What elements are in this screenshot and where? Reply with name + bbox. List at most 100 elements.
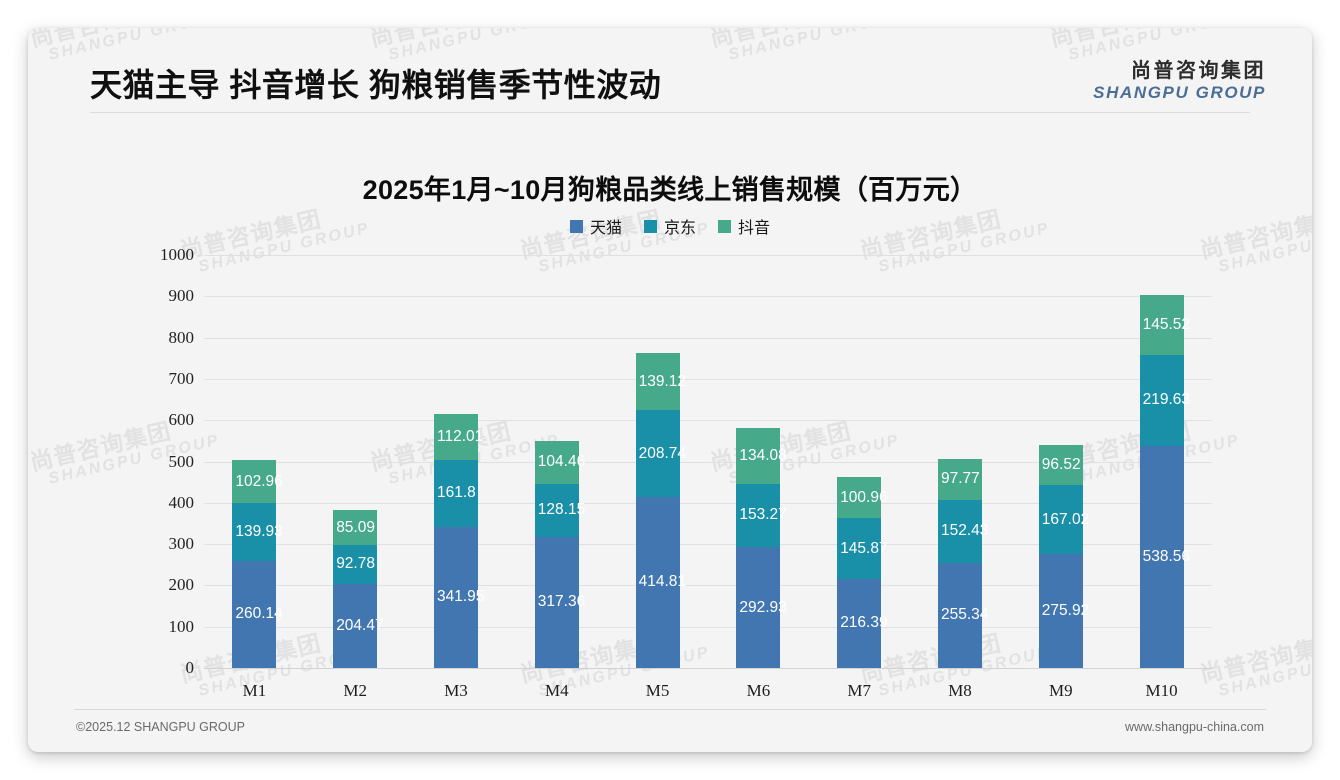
y-axis-tick-label: 800: [168, 327, 195, 347]
bar-value-label: 538.56: [1142, 547, 1191, 565]
legend-swatch-icon: [569, 219, 583, 233]
bar-segment-京东[interactable]: 167.02: [1038, 485, 1089, 555]
x-axis-tick-label: M10: [1145, 681, 1178, 700]
legend-item-天猫[interactable]: 天猫: [569, 214, 622, 238]
bar-segment-天猫[interactable]: 341.95: [434, 526, 484, 668]
bar-segment-京东[interactable]: 219.63: [1139, 354, 1190, 446]
bar-segment-抖音[interactable]: 100.96: [837, 476, 888, 519]
gridline: [204, 378, 1212, 380]
bar-value-label: 152.43: [941, 522, 989, 540]
bar-group[interactable]: 292.93 153.27 134.08 M6: [736, 428, 787, 700]
x-axis-tick-label: M4: [544, 681, 569, 700]
bar-segment-抖音[interactable]: 112.01: [434, 413, 483, 460]
bar-segment-抖音[interactable]: 85.09: [333, 510, 378, 546]
bar-value-label: 100.96: [840, 488, 888, 506]
bar-group[interactable]: 216.39 145.87 100.96 M7: [837, 476, 888, 700]
bar-segment-京东[interactable]: 153.27: [736, 483, 787, 548]
x-axis-tick-label: M3: [444, 681, 468, 700]
bar-group[interactable]: 260.14 139.93 102.96 M1: [232, 460, 283, 700]
gridline: [204, 461, 1212, 463]
bar-group[interactable]: 317.36 128.15 104.46 M4: [534, 440, 585, 700]
bar-segment-京东[interactable]: 145.87: [837, 518, 888, 579]
bar-group[interactable]: 414.81 208.74 139.12 M5: [635, 353, 686, 700]
gridline: [204, 296, 1212, 298]
bar-segment-抖音[interactable]: 134.08: [736, 428, 787, 484]
footer-divider: [74, 709, 1266, 710]
bar-value-label: 208.74: [638, 444, 687, 462]
bar-segment-天猫[interactable]: 292.93: [736, 547, 787, 668]
bar-value-label: 167.02: [1041, 510, 1090, 528]
x-axis-tick-label: M9: [1048, 681, 1073, 700]
bar-value-label: 260.14: [235, 605, 283, 623]
legend-item-抖音[interactable]: 抖音: [718, 214, 770, 238]
bar-segment-京东[interactable]: 208.74: [635, 410, 686, 497]
bar-value-label: 139.12: [638, 372, 687, 390]
bar-value-label: 102.96: [235, 472, 283, 490]
y-axis-tick-label: 200: [168, 575, 195, 595]
bar-segment-京东[interactable]: 161.8: [434, 459, 478, 527]
legend-label: 天猫: [589, 220, 622, 237]
y-axis-tick-label: 600: [168, 410, 195, 430]
bar-value-label: 414.81: [638, 573, 687, 591]
header-divider: [90, 112, 1250, 113]
legend-label: 抖音: [738, 220, 771, 237]
bar-value-label: 161.8: [437, 484, 476, 502]
bar-group[interactable]: 275.92 167.02 96.52 M9: [1038, 445, 1089, 700]
bar-value-label: 92.78: [336, 555, 375, 573]
bar-value-label: 216.39: [840, 614, 888, 632]
bar-value-label: 341.95: [437, 588, 485, 606]
bar-value-label: 255.34: [941, 606, 989, 624]
bar-segment-抖音[interactable]: 104.46: [534, 440, 585, 485]
x-axis-tick-label: M7: [847, 681, 871, 700]
bar-value-label: 85.09: [336, 518, 375, 536]
y-axis-tick-label: 0: [185, 658, 195, 677]
chart-legend: 天猫 京东 抖音: [28, 214, 1312, 238]
bar-segment-天猫[interactable]: 275.92: [1038, 554, 1089, 668]
gridline: [204, 502, 1212, 504]
bar-segment-天猫[interactable]: 216.39: [837, 578, 888, 668]
bar-group[interactable]: 341.95 161.8 112.01 M3: [434, 413, 484, 700]
bar-value-label: 139.93: [235, 522, 283, 540]
legend-swatch-icon: [643, 219, 657, 233]
bar-value-label: 153.27: [739, 506, 787, 524]
gridline: [204, 337, 1212, 339]
bar-segment-抖音[interactable]: 139.12: [635, 353, 686, 411]
bar-segment-抖音[interactable]: 97.77: [938, 459, 982, 500]
bar-segment-天猫[interactable]: 255.34: [938, 562, 988, 668]
footer-copyright: ©2025.12 SHANGPU GROUP: [76, 720, 245, 734]
bar-group[interactable]: 204.47 92.78 85.09 M2: [333, 510, 384, 700]
bar-segment-抖音[interactable]: 96.52: [1038, 445, 1083, 486]
x-axis-tick-label: M6: [746, 681, 771, 700]
gridline: [204, 668, 1212, 669]
y-axis-tick-label: 700: [168, 368, 195, 388]
bar-value-label: 97.77: [941, 470, 980, 488]
legend-swatch-icon: [718, 219, 731, 233]
bar-segment-抖音[interactable]: 145.52: [1139, 294, 1190, 355]
bar-segment-天猫[interactable]: 204.47: [333, 583, 384, 668]
bar-segment-京东[interactable]: 139.93: [232, 502, 283, 561]
bar-segment-抖音[interactable]: 102.96: [232, 460, 283, 503]
bar-group[interactable]: 538.56 219.63 145.52 M10: [1139, 294, 1190, 700]
bar-segment-京东[interactable]: 128.15: [534, 484, 585, 537]
bar-segment-天猫[interactable]: 538.56: [1139, 445, 1190, 668]
bar-segment-天猫[interactable]: 414.81: [635, 496, 686, 668]
bar-segment-天猫[interactable]: 317.36: [534, 536, 585, 668]
x-axis-tick-label: M5: [645, 681, 670, 700]
bar-value-label: 128.15: [537, 501, 586, 519]
y-axis-tick-label: 500: [168, 451, 195, 471]
bar-segment-天猫[interactable]: 260.14: [232, 560, 283, 668]
gridline: [204, 626, 1212, 628]
x-axis-tick-label: M8: [948, 681, 972, 700]
legend-item-京东[interactable]: 京东: [643, 214, 696, 238]
chart-title: 2025年1月~10月狗粮品类线上销售规模（百万元）: [362, 175, 978, 205]
bar-segment-京东[interactable]: 152.43: [938, 499, 988, 563]
bar-segment-京东[interactable]: 92.78: [333, 545, 378, 584]
bar-value-label: 275.92: [1041, 602, 1090, 620]
bar-group[interactable]: 255.34 152.43 97.77 M8: [938, 459, 988, 700]
slide-header: 天猫主导 抖音增长 狗粮销售季节性波动 尚普咨询集团 SHANGPU GROUP: [28, 28, 1312, 112]
logo-chinese-text: 尚普咨询集团: [1131, 60, 1266, 82]
bar-value-label: 134.08: [739, 447, 787, 465]
logo-english-text: SHANGPU GROUP: [1093, 83, 1266, 102]
